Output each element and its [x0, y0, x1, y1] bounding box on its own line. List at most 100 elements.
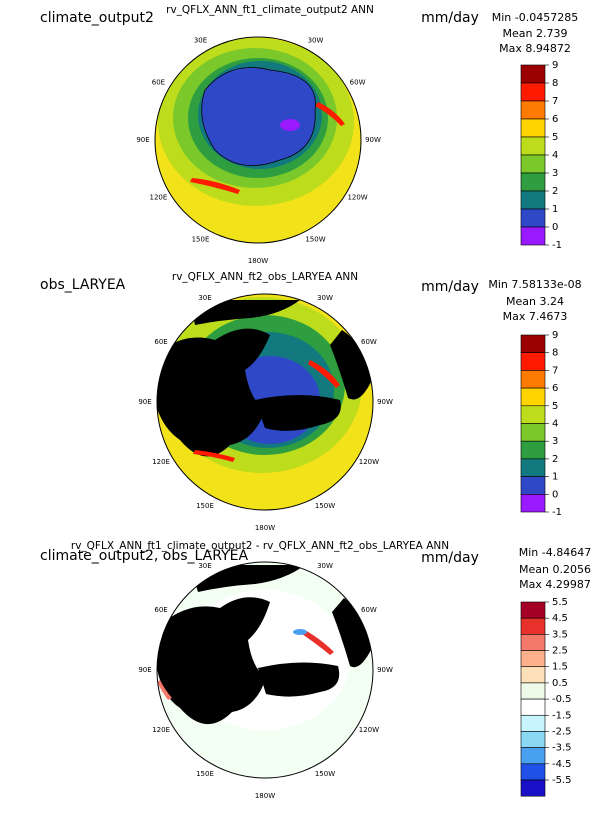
colorbar-label: -0.5	[552, 694, 572, 705]
panel-subtitle: rv_QFLX_ANN_ft2_obs_LARYEA ANN	[172, 271, 358, 283]
map	[157, 294, 373, 510]
lon-label: 120W	[359, 458, 379, 466]
lon-label: 60W	[361, 606, 377, 614]
lon-label: 90W	[377, 398, 393, 406]
lon-label: 90E	[136, 136, 149, 144]
colorbar-box	[520, 682, 546, 700]
colorbar-label: 4.5	[552, 613, 568, 624]
lon-label: 120E	[150, 194, 168, 202]
lon-label: 90E	[138, 398, 151, 406]
colorbar-label: 5.5	[552, 597, 568, 608]
colorbar-label: -2.5	[552, 726, 572, 737]
colorbar-label: -1	[552, 507, 562, 518]
lon-label: 60W	[350, 79, 366, 87]
colorbar-label: 8	[552, 78, 558, 89]
colorbar-box	[520, 370, 546, 389]
stat: Min 7.58133e-08	[488, 278, 581, 291]
stat: Max 7.4673	[503, 310, 568, 323]
colorbar-box	[520, 747, 546, 765]
stat: Mean 0.2056	[519, 563, 591, 576]
lon-label: 30W	[308, 36, 324, 44]
colorbar-label: -1.5	[552, 710, 572, 721]
colorbar-box	[520, 118, 546, 138]
lon-label: 120W	[359, 726, 379, 734]
colorbar-label: 5	[552, 132, 558, 143]
colorbar-label: 8	[552, 348, 558, 359]
colorbar-label: 9	[552, 60, 558, 71]
colorbar-box	[520, 617, 546, 635]
lon-label: 150E	[196, 770, 214, 778]
colorbar-label: 1.5	[552, 662, 568, 673]
lon-label: 180W	[248, 257, 268, 265]
units: mm/day	[421, 550, 479, 566]
lon-label: 90W	[377, 666, 393, 674]
stat: Mean 3.24	[506, 295, 564, 308]
stat: Max 4.29987	[519, 578, 591, 591]
colorbar-box	[520, 476, 546, 495]
panel-title: climate_output2, obs_LARYEA	[40, 548, 248, 564]
colorbar-box	[520, 172, 546, 192]
map	[157, 562, 373, 778]
colorbar-label: -4.5	[552, 759, 572, 770]
colorbar-label: 7	[552, 96, 558, 107]
lon-label: 120E	[152, 726, 170, 734]
lon-label: 150W	[305, 236, 325, 244]
panel-subtitle: rv_QFLX_ANN_ft1_climate_output2 ANN	[166, 4, 374, 16]
lon-label: 180W	[255, 792, 275, 800]
colorbar-box	[520, 423, 546, 442]
units: mm/day	[421, 10, 479, 26]
colorbar-label: 0	[552, 222, 558, 233]
lon-label: 60E	[154, 606, 167, 614]
colorbar-box	[520, 458, 546, 477]
colorbar-label: -5.5	[552, 775, 572, 786]
colorbar-label: 7	[552, 365, 558, 376]
colorbar-box	[520, 64, 546, 84]
lon-label: 180W	[255, 524, 275, 532]
colorbar-box	[520, 100, 546, 120]
lon-label: 30W	[317, 562, 333, 570]
colorbar-label: 2	[552, 454, 558, 465]
lon-label: 60E	[154, 338, 167, 346]
lon-label: 150W	[315, 770, 335, 778]
colorbar-label: 5	[552, 401, 558, 412]
stat: Mean 2.739	[503, 27, 568, 40]
colorbar-box	[520, 405, 546, 424]
colorbar-box	[520, 387, 546, 407]
colorbar-label: 6	[552, 383, 558, 394]
lon-label: 60E	[152, 79, 165, 87]
colorbar-box	[520, 666, 546, 684]
colorbar-label: 1	[552, 204, 558, 215]
colorbar-box	[520, 763, 546, 781]
colorbar-box	[520, 493, 546, 513]
lon-label: 120W	[347, 194, 367, 202]
lon-label: 150W	[315, 502, 335, 510]
colorbar-box	[520, 136, 546, 156]
lon-label: 30E	[198, 562, 211, 570]
stat: Max 8.94872	[499, 42, 571, 55]
colorbar-label: 0.5	[552, 678, 568, 689]
colorbar-box	[520, 82, 546, 102]
colorbar-label: 1	[552, 472, 558, 483]
colorbar-box	[520, 352, 546, 371]
lon-label: 120E	[152, 458, 170, 466]
colorbar-box	[520, 698, 546, 716]
colorbar-box	[520, 226, 546, 246]
colorbar-box	[520, 190, 546, 210]
panel-title: obs_LARYEA	[40, 277, 126, 293]
colorbar-box	[520, 779, 546, 797]
colorbar-box	[520, 650, 546, 668]
units: mm/day	[421, 279, 479, 295]
lon-label: 30E	[194, 36, 207, 44]
panel-title: climate_output2	[40, 10, 154, 26]
lon-label: 60W	[361, 338, 377, 346]
lon-label: 150E	[192, 236, 210, 244]
colorbar-label: 2	[552, 186, 558, 197]
colorbar-box	[520, 154, 546, 174]
stat: Min -0.0457285	[492, 11, 578, 24]
map	[155, 37, 361, 243]
colorbar-box	[520, 208, 546, 228]
colorbar-box	[520, 714, 546, 732]
colorbar-label: 3	[552, 168, 558, 179]
colorbar-box	[520, 731, 546, 748]
